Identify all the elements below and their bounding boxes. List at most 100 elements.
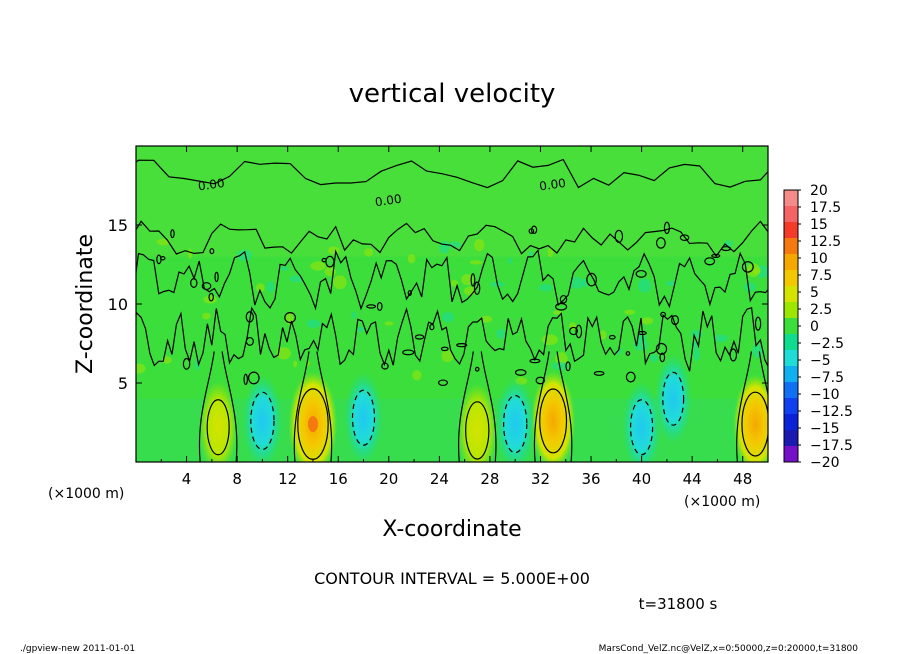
turbulence-patch [356, 326, 365, 333]
turbulence-patch [351, 311, 357, 319]
turbulence-patch [507, 257, 512, 264]
colorbar-swatch [784, 334, 798, 351]
time-text: t=31800 s [639, 595, 718, 613]
updraft-contour [465, 401, 490, 460]
turbulence-patch [713, 334, 728, 343]
upper-layer-tint [136, 146, 768, 257]
plume-boundary [458, 351, 474, 462]
turbulence-patch [496, 328, 506, 339]
contour-line-mid [136, 248, 768, 311]
turbulence-patch [441, 349, 454, 363]
colorbar-swatch [784, 238, 798, 255]
contour-loop [376, 301, 383, 311]
contour-loop [637, 330, 647, 336]
colorbar-label: 7.5 [810, 268, 832, 284]
downdraft-cell [495, 377, 535, 462]
x-tick-label: 40 [632, 470, 651, 488]
colorbar-label: −12.5 [810, 404, 853, 420]
x-axis-label: X-coordinate [382, 517, 521, 542]
contour-loop [208, 292, 214, 302]
updraft-contour [206, 399, 230, 456]
colorbar-swatch [784, 254, 798, 271]
colorbar-label: 5 [810, 285, 819, 301]
contour-loop [593, 370, 605, 376]
contour-loop [704, 257, 716, 266]
turbulence-patch [203, 295, 217, 304]
plume-boundary [198, 351, 215, 462]
turbulence-patch [552, 361, 569, 371]
turbulence-patch [202, 312, 211, 320]
updraft-cell [531, 371, 576, 462]
colorbar-swatch [784, 398, 798, 415]
contour-loop [160, 256, 166, 261]
contour-loop [470, 273, 476, 287]
contour-loop [729, 348, 738, 362]
turbulence-patch [474, 238, 485, 252]
contour-loop [625, 371, 636, 383]
contour-loop [245, 336, 254, 346]
plume-boundary [736, 351, 752, 462]
x-tick-label: 24 [430, 470, 449, 488]
contour-loop [741, 261, 754, 273]
turbulence-patch [752, 267, 761, 275]
plume-boundary [293, 351, 310, 462]
turbulence-patch [441, 312, 455, 323]
turbulence-patch [547, 247, 554, 258]
downdraft-cell [242, 374, 283, 462]
chart-title: vertical velocity [349, 79, 556, 109]
contour-loop [608, 334, 616, 340]
turbulence-patch [528, 250, 534, 258]
contour-loop [535, 376, 545, 385]
x-tick-label: 16 [329, 470, 348, 488]
updraft-cell [457, 383, 497, 462]
plot-area: 0.00 0.00 0.00 [135, 145, 769, 463]
contour-loop [402, 349, 415, 356]
turbulence-patch [236, 249, 253, 261]
turbulence-patch [650, 354, 658, 363]
colorbar-label: 0 [810, 319, 819, 335]
downdraft-contour [503, 394, 528, 454]
turbulence-patch [693, 347, 701, 361]
turbulence-patch [289, 275, 304, 283]
contour-loop [414, 334, 425, 340]
plume-boundary [533, 351, 550, 462]
colorbar-label: 10 [810, 251, 828, 267]
contour-loop [407, 289, 412, 296]
velocity-field [136, 146, 768, 462]
x-tick-label: 20 [379, 470, 398, 488]
colorbar-label: 2.5 [810, 302, 832, 318]
contour-loop [614, 229, 624, 243]
contour-loop [655, 237, 666, 249]
contour-loop [243, 373, 248, 386]
colorbar: 2017.51512.5107.552.50−2.5−5−7.5−10−12.5… [783, 183, 853, 471]
turbulence-patch [328, 246, 340, 255]
contour-loop [663, 221, 671, 235]
contour-loop [660, 311, 666, 318]
colorbar-label: 20 [810, 183, 828, 199]
contour-loop [190, 278, 198, 288]
x-axis-ticks: 4 8 12 16 20 24 28 32 36 40 44 48 [160, 146, 752, 488]
colorbar-swatch [784, 366, 798, 383]
contour-loop [555, 302, 568, 311]
contour-loop [530, 225, 538, 235]
contour-loop [569, 326, 578, 336]
contour-loop [366, 304, 377, 309]
x-tick-label: 32 [531, 470, 550, 488]
x-tick-label: 28 [480, 470, 499, 488]
downdraft-contour [250, 391, 275, 451]
turbulence-patch [439, 240, 450, 254]
contour-loop [625, 351, 631, 356]
downdraft-contour [629, 399, 654, 456]
turbulence-patch [136, 363, 146, 374]
contour-loop [721, 246, 732, 252]
turbulence-patch [538, 283, 553, 292]
turbulence-patch [624, 309, 636, 315]
turbulence-patch [469, 260, 483, 265]
footer-right: MarsCond_VelZ.nc@VelZ,x=0:50000,z=0:2000… [599, 644, 859, 654]
colorbar-label: −10 [810, 387, 840, 403]
colorbar-label: 15 [810, 217, 828, 233]
downdraft-contour [351, 389, 376, 446]
turbulence-patch [187, 248, 193, 259]
downdraft-contour [662, 371, 685, 426]
